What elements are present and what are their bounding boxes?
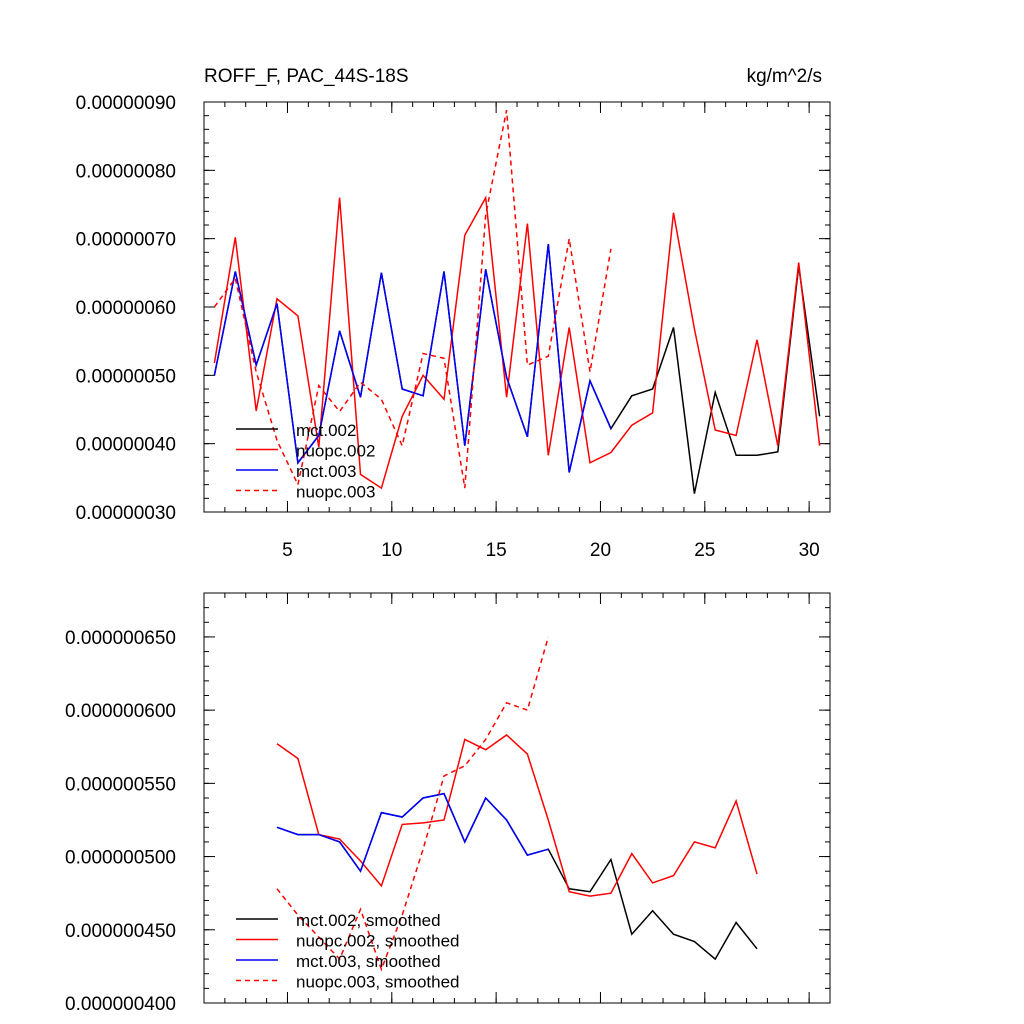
- series-line-mct-003: [213, 244, 612, 473]
- y-tick-label: 0.000000450: [65, 921, 176, 942]
- y-tick-label: 0.000000400: [65, 994, 176, 1015]
- legend-label: mct.002: [296, 421, 356, 440]
- y-tick-label: 0.00000090: [76, 93, 176, 114]
- legend-label: nuopc.002: [296, 442, 375, 461]
- y-tick-label: 0.00000060: [76, 298, 176, 319]
- y-tick-label: 0.00000030: [76, 503, 176, 524]
- x-tick-label: 5: [282, 540, 293, 561]
- y-tick-label: 0.00000070: [76, 230, 176, 251]
- legend-label: nuopc.003, smoothed: [296, 973, 460, 992]
- plot-frame: [203, 101, 831, 513]
- top-chart-panel: 5 10 15 20 25 30 0.00000030 0.00000040 0.0000005…: [76, 66, 831, 561]
- y-tick-label: 0.00000050: [76, 366, 176, 387]
- x-tick-label: 25: [694, 540, 715, 561]
- legend-label: mct.003, smoothed: [296, 952, 441, 971]
- x-tick-label: 20: [590, 540, 611, 561]
- legend-label: nuopc.003: [296, 483, 375, 502]
- plot-frame: [203, 592, 831, 1004]
- chart-units: kg/m^2/s: [747, 66, 822, 87]
- legend-label: mct.002, smoothed: [296, 911, 441, 930]
- x-tick-label: 30: [799, 540, 820, 561]
- series-line-nuopc-003-smoothed: [276, 636, 550, 972]
- y-tick-label: 0.000000650: [65, 628, 176, 649]
- x-tick-label: 10: [381, 540, 402, 561]
- y-tick-label: 0.00000040: [76, 435, 176, 456]
- bottom-chart-panel: 0.000000400 0.000000450 0.000000500 0.00000…: [65, 592, 831, 1015]
- series-line-mct-003-smoothed: [276, 792, 549, 873]
- series-line-nuopc-002: [213, 195, 821, 490]
- chart-title: ROFF_F, PAC_44S-18S: [204, 66, 409, 87]
- legend-label: nuopc.002, smoothed: [296, 932, 460, 951]
- series-line-nuopc-003: [213, 110, 612, 489]
- series-line-nuopc-002-smoothed: [276, 734, 758, 897]
- y-tick-label: 0.000000600: [65, 701, 176, 722]
- y-tick-label: 0.000000550: [65, 774, 176, 795]
- x-tick-label: 15: [486, 540, 507, 561]
- legend-label: mct.003: [296, 462, 356, 481]
- y-tick-label: 0.00000080: [76, 161, 176, 182]
- y-tick-label: 0.000000500: [65, 848, 176, 869]
